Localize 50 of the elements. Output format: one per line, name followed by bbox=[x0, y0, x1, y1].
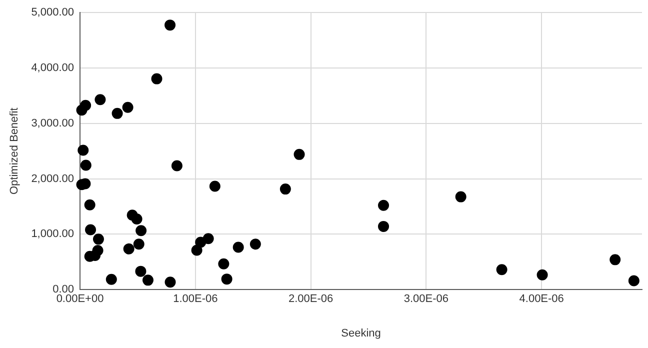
point bbox=[92, 234, 104, 245]
point bbox=[455, 191, 466, 202]
point bbox=[628, 275, 640, 286]
point bbox=[92, 245, 104, 256]
point bbox=[378, 200, 390, 211]
point bbox=[191, 244, 202, 256]
point bbox=[135, 266, 146, 277]
x-tick-label: 2.00E-06 bbox=[288, 293, 334, 306]
point bbox=[202, 233, 214, 244]
y-tick-label: 2,000.00 bbox=[31, 172, 74, 185]
point bbox=[250, 238, 261, 250]
point bbox=[136, 225, 147, 236]
point bbox=[133, 238, 144, 250]
point bbox=[221, 274, 232, 285]
x-tick-label: 4.00E-06 bbox=[519, 293, 564, 306]
point bbox=[294, 148, 305, 160]
x-tick-label: 3.00E-06 bbox=[404, 293, 449, 306]
point bbox=[209, 180, 220, 192]
y-tick-label: 3,000.00 bbox=[31, 117, 74, 130]
point bbox=[378, 220, 390, 232]
y-tick-label: 0.00 bbox=[52, 284, 74, 296]
point bbox=[164, 20, 176, 31]
y-tick-label: 5,000.00 bbox=[31, 6, 74, 19]
y-tick-label: 4,000.00 bbox=[31, 62, 74, 74]
y-axis-title: Optimized Benefit bbox=[8, 108, 21, 195]
point bbox=[122, 102, 134, 113]
point bbox=[496, 264, 508, 276]
point bbox=[94, 94, 106, 106]
point bbox=[610, 254, 621, 266]
point bbox=[142, 274, 154, 286]
point bbox=[536, 269, 548, 280]
point bbox=[232, 242, 244, 253]
point bbox=[80, 100, 92, 111]
point bbox=[123, 243, 134, 254]
point bbox=[164, 276, 176, 288]
y-tick-label: 1,000.00 bbox=[31, 228, 74, 240]
x-tick-label: 1.00E-06 bbox=[173, 293, 218, 306]
point bbox=[85, 224, 96, 236]
point bbox=[151, 73, 162, 84]
x-tick-label: 0.00E+00 bbox=[56, 293, 104, 306]
point bbox=[280, 184, 291, 195]
point bbox=[131, 213, 142, 224]
point bbox=[106, 274, 117, 285]
point bbox=[84, 199, 96, 210]
point bbox=[171, 160, 182, 172]
point bbox=[80, 160, 92, 171]
x-axis-title: Seeking bbox=[341, 327, 381, 340]
point bbox=[78, 144, 89, 156]
point bbox=[112, 108, 123, 119]
point bbox=[218, 258, 230, 270]
